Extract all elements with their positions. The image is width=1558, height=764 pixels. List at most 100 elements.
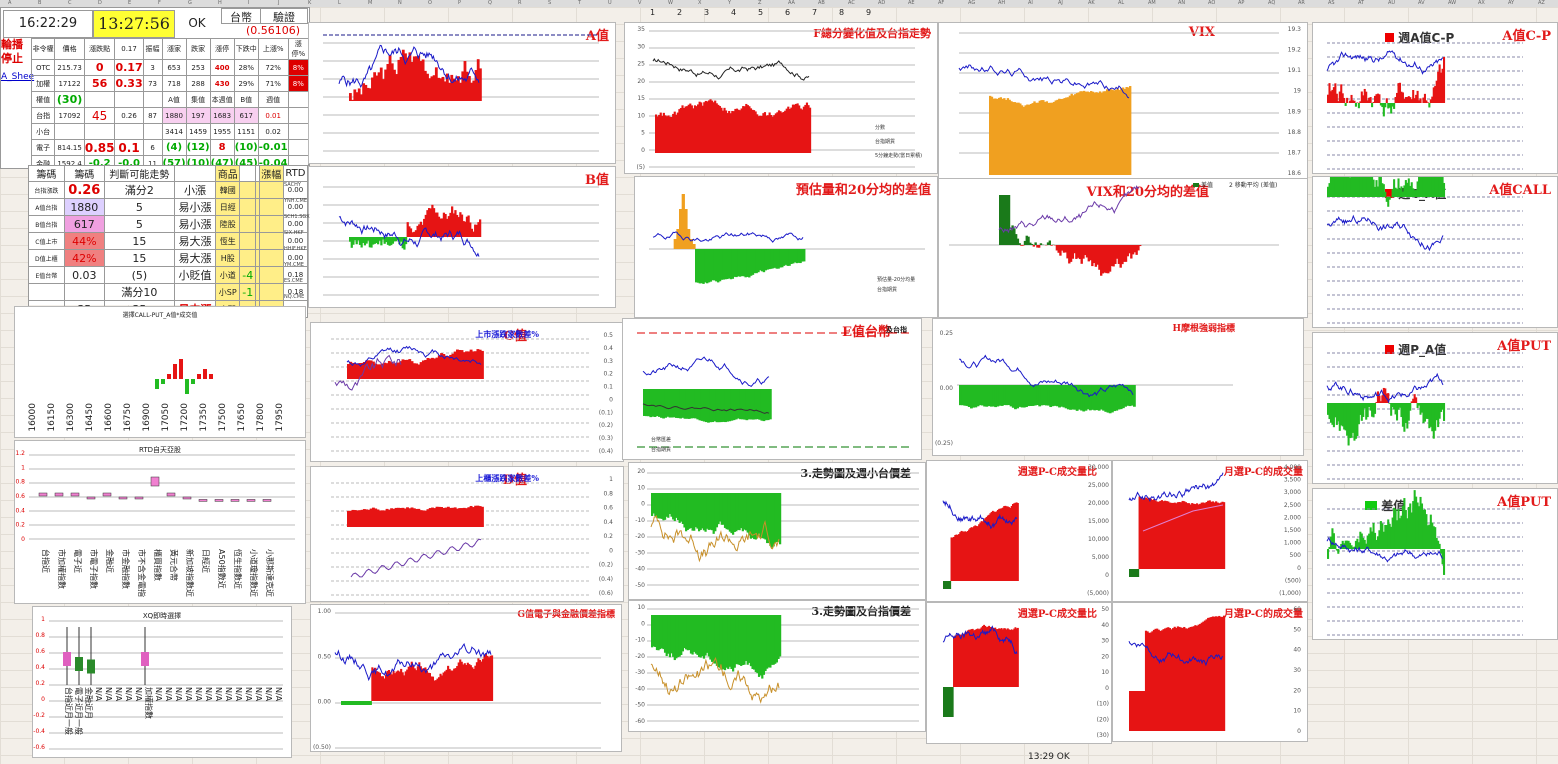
quote-cell[interactable]: 28%	[233, 59, 259, 76]
quote-cell[interactable]: 1683	[209, 107, 235, 124]
judge-cell[interactable]: D值上櫃	[28, 249, 65, 267]
judge-cell[interactable]: 15	[103, 249, 175, 267]
judge-cell[interactable]: 台指漲跌	[28, 181, 65, 199]
quote-cell[interactable]	[287, 91, 310, 108]
quote-cell[interactable]	[83, 123, 116, 140]
col-header-E[interactable]: E	[128, 0, 132, 6]
judge-cell[interactable]	[258, 198, 284, 216]
col-header-AQ[interactable]: AQ	[1268, 0, 1276, 6]
verify-label[interactable]: 驗證	[260, 8, 308, 24]
quote-cell[interactable]: 3	[142, 59, 163, 76]
quote-cell[interactable]	[83, 91, 116, 108]
quote-cell[interactable]: 1955	[209, 123, 235, 140]
sheet-tab-4[interactable]: 4	[731, 8, 737, 17]
sheet-tab-2[interactable]: 2	[677, 8, 683, 17]
quote-cell[interactable]: (4)	[161, 139, 187, 156]
quote-cell[interactable]: 0.17	[114, 38, 144, 60]
col-header-AP[interactable]: AP	[1238, 0, 1245, 6]
judge-cell[interactable]: 易小漲	[173, 215, 217, 233]
sheet-tab-8[interactable]: 8	[839, 8, 845, 17]
col-header-Z[interactable]: Z	[758, 0, 762, 6]
judge-cell[interactable]: C值上市	[28, 232, 65, 250]
quote-cell[interactable]: 17092	[54, 107, 85, 124]
col-header-C[interactable]: C	[68, 0, 72, 6]
judge-cell[interactable]: 小道	[215, 266, 241, 284]
judge-cell[interactable]	[258, 181, 284, 199]
quote-cell[interactable]: 0.01	[257, 107, 289, 124]
quote-cell[interactable]: 上漲%	[257, 38, 289, 60]
judge-cell[interactable]: 0.00	[282, 198, 309, 216]
judge-cell[interactable]	[258, 283, 284, 301]
col-header-F[interactable]: F	[158, 0, 161, 6]
quote-cell[interactable]: B值	[233, 91, 259, 108]
quote-cell[interactable]	[287, 107, 310, 124]
quote-cell[interactable]: 漲停	[209, 38, 235, 60]
judge-cell[interactable]: 0.00	[282, 232, 309, 250]
quote-cell[interactable]: (12)	[185, 139, 211, 156]
judge-cell[interactable]: H股	[215, 249, 241, 267]
currency-label[interactable]: 台幣	[221, 8, 261, 24]
col-header-G[interactable]: G	[188, 0, 192, 6]
quote-cell[interactable]: 87	[142, 107, 163, 124]
quote-cell[interactable]: 288	[185, 75, 211, 92]
quote-cell[interactable]: 0.02	[257, 123, 289, 140]
col-header-N[interactable]: N	[398, 0, 402, 6]
col-header-H[interactable]: H	[218, 0, 222, 6]
quote-cell[interactable]: 漲停%	[287, 38, 310, 60]
quote-cell[interactable]: 1880	[161, 107, 187, 124]
quote-cell[interactable]: -0.01	[257, 139, 289, 156]
judge-cell[interactable]: E值台幣	[28, 266, 65, 284]
quote-cell[interactable]: 集值	[185, 91, 211, 108]
judge-cell[interactable]: 5	[103, 215, 175, 233]
col-header-AJ[interactable]: AJ	[1058, 0, 1063, 6]
col-header-R[interactable]: R	[518, 0, 522, 6]
judge-cell[interactable]	[63, 283, 105, 301]
col-header-AT[interactable]: AT	[1358, 0, 1365, 6]
quote-cell[interactable]: (10)	[233, 139, 259, 156]
quote-cell[interactable]: 非令權	[30, 38, 56, 60]
judge-cell[interactable]	[239, 232, 257, 250]
col-header-K[interactable]: K	[308, 0, 312, 6]
judge-cell[interactable]	[258, 266, 284, 284]
quote-cell[interactable]: 本週值	[209, 91, 235, 108]
sheet-tab-6[interactable]: 6	[785, 8, 791, 17]
quote-cell[interactable]: 漲家	[161, 38, 187, 60]
quote-cell[interactable]: 0.1	[114, 139, 144, 156]
col-header-U[interactable]: U	[608, 0, 612, 6]
judge-cell[interactable]: (5)	[103, 266, 175, 284]
col-header-S[interactable]: S	[548, 0, 552, 6]
col-header-AO[interactable]: AO	[1208, 0, 1216, 6]
judge-cell[interactable]: 易大漲	[173, 249, 217, 267]
col-header-AF[interactable]: AF	[938, 0, 945, 6]
quote-cell[interactable]: 653	[161, 59, 187, 76]
quote-cell[interactable]: 71%	[257, 75, 289, 92]
judge-cell[interactable]: B值台指	[28, 215, 65, 233]
sheet-link[interactable]: A_Shee	[1, 72, 35, 82]
col-header-X[interactable]: X	[698, 0, 702, 6]
quote-cell[interactable]: 56	[83, 75, 116, 92]
judge-cell[interactable]: 小SP	[215, 283, 241, 301]
quote-cell[interactable]: 週值	[257, 91, 289, 108]
judge-cell[interactable]	[239, 215, 257, 233]
quote-cell[interactable]: (30)	[54, 91, 85, 108]
quote-cell[interactable]: 3414	[161, 123, 187, 140]
quote-cell[interactable]: 權值	[30, 91, 56, 108]
col-header-AN[interactable]: AN	[1178, 0, 1186, 6]
quote-cell[interactable]: 253	[185, 59, 211, 76]
col-header-V[interactable]: V	[638, 0, 642, 6]
judge-cell[interactable]	[258, 215, 284, 233]
quote-cell[interactable]: 價格	[54, 38, 85, 60]
quote-cell[interactable]	[114, 91, 144, 108]
quote-cell[interactable]: 45	[83, 107, 116, 124]
judge-cell[interactable]	[239, 198, 257, 216]
col-header-T[interactable]: T	[578, 0, 582, 6]
judge-cell[interactable]: 617	[63, 215, 105, 233]
judge-cell[interactable]: 0.26	[63, 181, 105, 199]
quote-cell[interactable]	[287, 139, 310, 156]
col-header-W[interactable]: W	[668, 0, 673, 6]
judge-cell[interactable]: 0.00	[282, 249, 309, 267]
col-header-AR[interactable]: AR	[1298, 0, 1305, 6]
col-header-Y[interactable]: Y	[728, 0, 732, 6]
sheet-tab-9[interactable]: 9	[866, 8, 872, 17]
quote-cell[interactable]	[114, 123, 144, 140]
